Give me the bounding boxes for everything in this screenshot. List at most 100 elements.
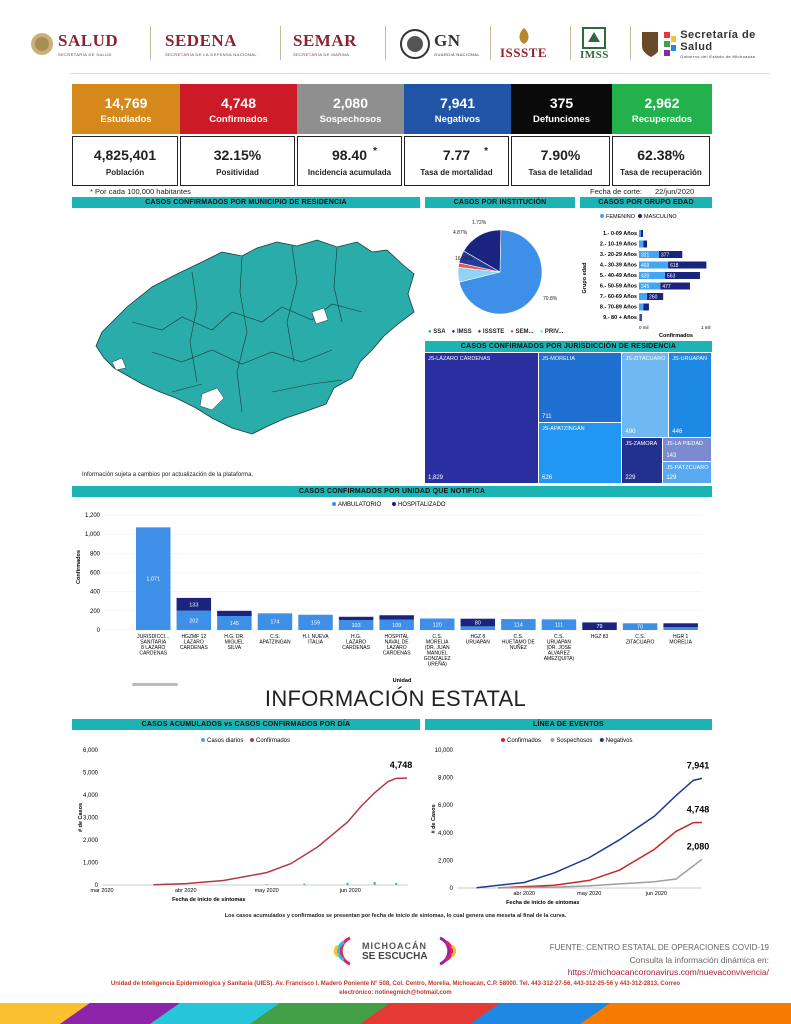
- line-ytick: 4,000: [438, 831, 454, 837]
- jurisdiction-treemap: JS-LÁZARO CÁRDENAS 1,829 JS-MORELIA 711 JS-A…: [425, 353, 712, 484]
- unit-value-ambulatorio: 109: [392, 623, 401, 629]
- unit-section-title: CASOS CONFIRMADOS POR UNIDAD QUE NOTIFIC…: [72, 486, 712, 497]
- age-bar-femenino: [639, 261, 669, 269]
- unit-bar-hospitalizado: [663, 623, 698, 628]
- line-xtick: jun 2020: [339, 888, 361, 894]
- unit-ytick: 1,200: [85, 513, 101, 519]
- treemap-cell-jslapiedad: JS-LA PIEDAD 143: [663, 438, 711, 462]
- pie-value-label: 1.72%: [472, 220, 487, 226]
- unit-category-label: H.I. NUEVA ITALIA: [303, 634, 330, 646]
- unit-bar-hospitalizado: [176, 597, 212, 611]
- legend-item-issste: ● ISSSTE: [477, 329, 505, 335]
- unit-value-ambulatorio: 145: [230, 621, 239, 627]
- map-section-title: CASOS CONFIRMADOS POR MUNICIPIO DE RESID…: [72, 197, 420, 208]
- dynamic-url-link[interactable]: https://michoacancoronavirus.com/nuevaco…: [567, 967, 769, 977]
- age-value-masculino: 477: [662, 284, 671, 290]
- semar-logo: SEMAR SECRETARÍA DE MARINA: [293, 31, 357, 57]
- unit-ytick: 600: [90, 571, 101, 577]
- issste-logo: ISSSTE: [500, 20, 547, 68]
- age-bar-femenino: [639, 293, 648, 300]
- treemap-cell-jszamora: JS-ZAMORA 229: [622, 438, 663, 483]
- kpi-card-sospechosos: 2,080 Sospechosos: [297, 84, 404, 134]
- pie-slice-ssa: [458, 229, 543, 315]
- unit-value-hospitalizado: 133: [189, 602, 198, 608]
- michoacan-shield-icon: [642, 32, 658, 57]
- line-xtick: jun 2020: [645, 891, 667, 897]
- kpi-star: *: [373, 146, 377, 157]
- kpi-label: Confirmados: [209, 114, 268, 125]
- age-tick-label: 9.- 80 + Años: [603, 315, 637, 321]
- line-ytick: 2,000: [438, 858, 454, 864]
- kpi-value: 7,941: [439, 95, 476, 111]
- kpi-label: Recuperados: [631, 114, 693, 125]
- kpi-secondary-value: 7.90%: [540, 147, 581, 163]
- unit-value-ambulatorio: 70: [637, 625, 643, 631]
- unit-bar-ambulatorio: [338, 620, 374, 630]
- age-group-chart: FEMENINO MASCULINO 1.- 0-09 Años 2.- 10-19 …: [582, 214, 711, 339]
- line-xtick: abr 2020: [175, 888, 197, 894]
- age-value-femenino: 469: [641, 263, 650, 269]
- kpi-secondary-value: 62.38%: [637, 147, 685, 163]
- kpi-value: 375: [549, 95, 574, 111]
- treemap-cell-jszitcuaro: JS-ZITÁCUARO 490: [622, 353, 669, 438]
- cutoff-date: 22/jun/2020: [655, 187, 695, 196]
- age-bar-masculino: [658, 251, 683, 258]
- source-block: FUENTE: CENTRO ESTATAL DE OPERACIONES CO…: [550, 942, 769, 978]
- unit-category-label: H.G. DR. MIGUEL SILVA: [224, 634, 244, 651]
- state-section-title: INFORMACIÓN ESTATAL: [264, 686, 527, 711]
- decorative-footer-band: [0, 1003, 791, 1024]
- line-xtick: mar 2020: [90, 888, 113, 894]
- end-label-confirmados: 4,748: [390, 760, 413, 770]
- imss-emblem-icon: [582, 27, 607, 49]
- kpi-card-confirmados: 4,748 Confirmados: [180, 84, 297, 134]
- age-bar-femenino: [639, 240, 644, 248]
- timeline-line-chart: 0 2,000 4,000 6,000 8,000 10,000 # de Casos Fec…: [431, 738, 709, 906]
- bottom-note: Los casos acumulados y confirmados se pr…: [224, 913, 567, 919]
- unit-category-label: C.S. MORELIA (DR. JUAN MANUEL GONZALEZ UREÑA): [424, 634, 451, 668]
- negativos-line: [476, 777, 703, 889]
- legend-ambulatorio: AMBULATORIO: [338, 502, 381, 508]
- daily-bar: [265, 884, 268, 885]
- unit-bar-hospitalizado: [582, 622, 617, 630]
- age-bar-femenino: [639, 314, 641, 321]
- sound-waves-right-icon: [438, 936, 456, 966]
- unit-ytick: 1,000: [85, 532, 101, 538]
- unit-ytick: 0: [97, 628, 101, 634]
- age-section-title: CASOS POR GRUPO EDAD: [580, 197, 712, 208]
- kpi-secondary-label: Tasa de recuperación: [620, 168, 702, 177]
- unit-category-label: H.G. LAZARO CARDENAS: [342, 634, 370, 651]
- line-ytick: 5,000: [83, 771, 99, 777]
- unit-bar-ambulatorio: [622, 623, 658, 630]
- confirmados-line: [498, 821, 703, 889]
- age-bar-masculino: [640, 314, 642, 321]
- kpi-value: 2,962: [644, 95, 680, 111]
- line-ylabel: # de Casos: [431, 804, 437, 833]
- source-text: FUENTE: CENTRO ESTATAL DE OPERACIONES CO…: [549, 943, 769, 952]
- unit-bar-hospitalizado: [379, 615, 414, 620]
- institution-pie-chart: 70.8% 16.95% 4.87% 1.72%: [453, 220, 558, 315]
- treemap-cell-jsptzcuaro: JS-PÁTZCUARO 129: [663, 462, 711, 483]
- kpi-secondary-label: Tasa de letalidad: [528, 168, 593, 177]
- age-bar-femenino: [639, 303, 644, 311]
- unit-category-label: HGZ 83: [591, 634, 609, 640]
- kpi-secondary-card: 32.15% Positividad: [180, 136, 295, 186]
- per-100k-note: * Por cada 100,000 habitantes: [90, 187, 191, 196]
- kpi-secondary-card: 98.40 Incidencia acumulada *: [297, 136, 402, 186]
- unit-value-ambulatorio: 103: [352, 623, 361, 629]
- unit-bar-ambulatorio: [501, 619, 536, 630]
- legend-sospechosos: Sospechosos: [556, 738, 592, 744]
- age-tick-label: 5.- 40-49 Años: [600, 273, 637, 279]
- salud-logo: SALUD SECRETARÍA DE SALUD: [30, 20, 118, 68]
- kpi-label: Negativos: [434, 114, 481, 125]
- unit-value-ambulatorio: 202: [189, 618, 198, 624]
- pie-value-label: 70.8%: [543, 296, 558, 302]
- chart-scrollbar[interactable]: [132, 683, 178, 686]
- unit-bar-ambulatorio: [663, 627, 698, 630]
- age-bar-masculino: [647, 293, 664, 300]
- kpi-card-estudiados: 14,769 Estudiados: [72, 84, 180, 134]
- unit-bar-chart: AMBULATORIO HOSPITALIZADO 0 200 400 600 800 1,0…: [76, 502, 702, 686]
- daily-bar: [395, 882, 398, 885]
- unit-value-ambulatorio: 174: [270, 620, 279, 626]
- pie-value-label: 4.87%: [453, 230, 468, 236]
- kpi-secondary-card: 7.77 Tasa de mortalidad *: [404, 136, 509, 186]
